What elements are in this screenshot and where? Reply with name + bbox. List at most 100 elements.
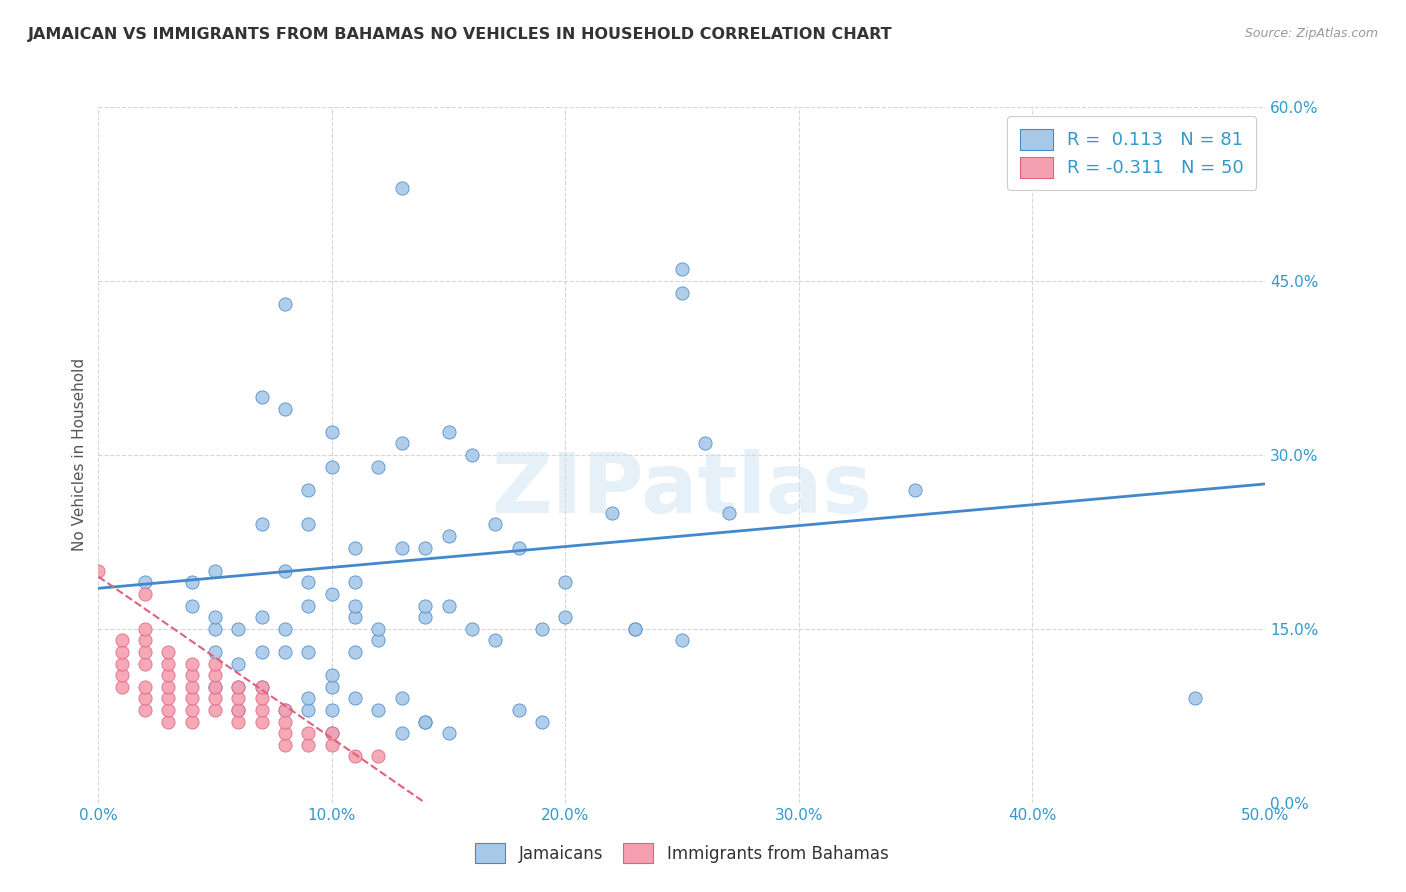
Point <box>204 645 226 659</box>
Point <box>367 622 389 636</box>
Point <box>297 703 319 717</box>
Point <box>157 645 180 659</box>
Point <box>134 633 156 648</box>
Point <box>437 726 460 740</box>
Point <box>180 668 202 682</box>
Point <box>367 459 389 474</box>
Point <box>344 645 367 659</box>
Point <box>297 738 319 752</box>
Point <box>180 691 202 706</box>
Point <box>134 703 156 717</box>
Point <box>180 575 202 590</box>
Point <box>274 401 297 416</box>
Point <box>321 726 343 740</box>
Point <box>297 726 319 740</box>
Point <box>250 390 273 404</box>
Point <box>321 425 343 439</box>
Point <box>274 738 297 752</box>
Point <box>413 714 436 729</box>
Point <box>274 714 297 729</box>
Point <box>437 425 460 439</box>
Point <box>180 714 202 729</box>
Point <box>134 587 156 601</box>
Point <box>180 599 202 613</box>
Point <box>204 610 226 624</box>
Point <box>204 691 226 706</box>
Point <box>624 622 647 636</box>
Point <box>250 680 273 694</box>
Point <box>344 541 367 555</box>
Point <box>1184 691 1206 706</box>
Point <box>204 668 226 682</box>
Point <box>228 703 250 717</box>
Point <box>274 645 297 659</box>
Point <box>624 622 647 636</box>
Point <box>508 703 530 717</box>
Point <box>134 691 156 706</box>
Point <box>274 703 297 717</box>
Point <box>228 703 250 717</box>
Point <box>134 680 156 694</box>
Point <box>484 517 506 532</box>
Point <box>297 483 319 497</box>
Point <box>344 610 367 624</box>
Point <box>204 622 226 636</box>
Point <box>274 564 297 578</box>
Point <box>297 599 319 613</box>
Point <box>413 541 436 555</box>
Point <box>437 599 460 613</box>
Point <box>344 749 367 764</box>
Point <box>250 680 273 694</box>
Point <box>321 668 343 682</box>
Point <box>204 564 226 578</box>
Point <box>367 703 389 717</box>
Point <box>180 657 202 671</box>
Point <box>250 691 273 706</box>
Point <box>600 506 623 520</box>
Point <box>204 703 226 717</box>
Point <box>228 680 250 694</box>
Point <box>250 645 273 659</box>
Point <box>250 714 273 729</box>
Point <box>180 680 202 694</box>
Point <box>367 633 389 648</box>
Point <box>344 599 367 613</box>
Point <box>297 517 319 532</box>
Point <box>321 680 343 694</box>
Point <box>134 622 156 636</box>
Point <box>228 657 250 671</box>
Point <box>297 691 319 706</box>
Point <box>904 483 927 497</box>
Point <box>297 575 319 590</box>
Point <box>111 668 134 682</box>
Point <box>344 575 367 590</box>
Point <box>391 726 413 740</box>
Point <box>508 541 530 555</box>
Point <box>228 714 250 729</box>
Point <box>554 575 576 590</box>
Point <box>228 622 250 636</box>
Legend: Jamaicans, Immigrants from Bahamas: Jamaicans, Immigrants from Bahamas <box>467 835 897 871</box>
Point <box>204 680 226 694</box>
Point <box>321 726 343 740</box>
Point <box>321 459 343 474</box>
Point <box>157 668 180 682</box>
Point <box>157 657 180 671</box>
Point <box>695 436 717 450</box>
Point <box>111 657 134 671</box>
Text: ZIPatlas: ZIPatlas <box>492 450 872 530</box>
Point <box>671 633 693 648</box>
Point <box>274 726 297 740</box>
Point <box>554 610 576 624</box>
Point <box>321 703 343 717</box>
Point <box>157 703 180 717</box>
Point <box>228 680 250 694</box>
Point <box>321 738 343 752</box>
Point <box>134 645 156 659</box>
Text: JAMAICAN VS IMMIGRANTS FROM BAHAMAS NO VEHICLES IN HOUSEHOLD CORRELATION CHART: JAMAICAN VS IMMIGRANTS FROM BAHAMAS NO V… <box>28 27 893 42</box>
Point <box>157 691 180 706</box>
Point <box>671 285 693 300</box>
Point <box>391 691 413 706</box>
Point <box>228 691 250 706</box>
Point <box>180 703 202 717</box>
